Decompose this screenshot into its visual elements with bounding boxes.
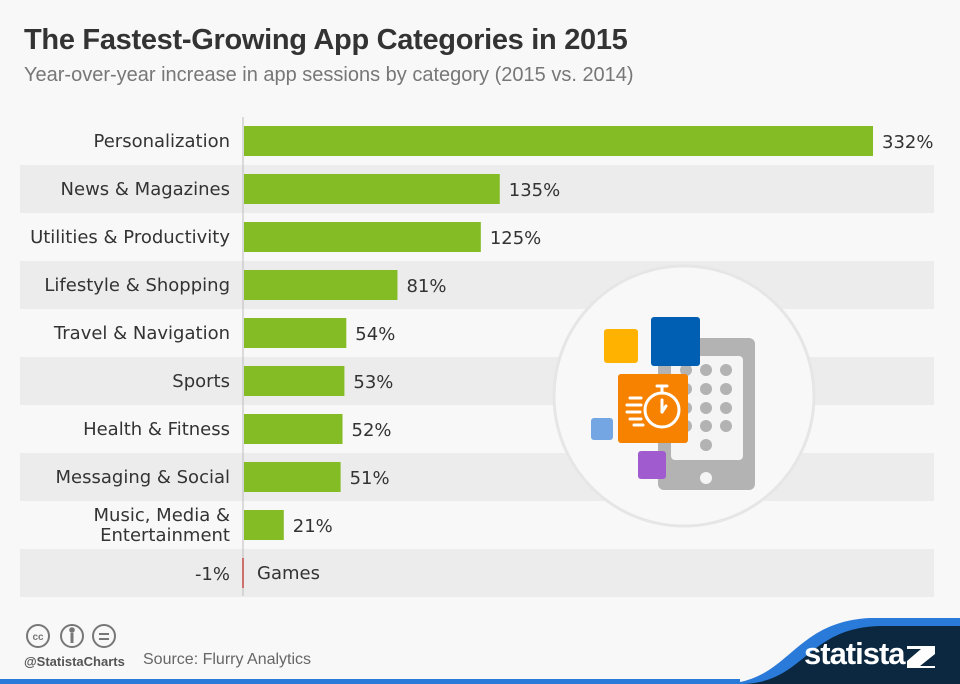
bar	[244, 126, 873, 156]
footer-source: Source: Flurry Analytics	[143, 651, 312, 668]
footer-handle: @StatistaCharts	[24, 654, 125, 669]
category-label-line: Music, Media &	[94, 505, 230, 526]
category-label-line: Entertainment	[100, 525, 230, 546]
category-label-line: Messaging & Social	[56, 467, 231, 488]
bar	[244, 222, 481, 252]
category-label-line: Utilities & Productivity	[30, 227, 230, 248]
value-label: 52%	[352, 420, 392, 441]
category-label: Music, Media & Entertainment	[94, 505, 230, 546]
category-label-line: Lifestyle & Shopping	[44, 275, 230, 296]
value-label: 332%	[882, 132, 933, 153]
bar	[244, 510, 284, 540]
category-label-line: Personalization	[94, 131, 230, 152]
bar	[244, 318, 347, 348]
bar	[244, 462, 341, 492]
category-label-line: Sports	[172, 371, 230, 392]
value-label: 51%	[350, 468, 390, 489]
value-label: 135%	[509, 180, 560, 201]
value-label: 54%	[355, 324, 395, 345]
category-label-line: Health & Fitness	[83, 419, 230, 440]
category-label: Lifestyle & Shopping	[44, 275, 230, 296]
category-label: Utilities & Productivity	[30, 227, 230, 248]
row-stripe	[20, 549, 934, 597]
chart-subtitle: Year-over-year increase in app sessions …	[24, 64, 634, 86]
category-label: Personalization	[94, 131, 230, 152]
row-stripe	[20, 261, 934, 309]
nd-icon	[92, 624, 116, 648]
statista-logo-icon	[907, 646, 935, 668]
category-label: Sports	[172, 371, 230, 392]
bar	[244, 366, 345, 396]
app-illustration-icon	[552, 264, 816, 528]
category-label-line: Travel & Navigation	[53, 323, 230, 344]
by-icon	[60, 624, 84, 648]
category-label: Travel & Navigation	[53, 323, 230, 344]
value-label: 21%	[293, 516, 333, 537]
category-label: News & Magazines	[61, 179, 230, 200]
category-label: Health & Fitness	[83, 419, 230, 440]
bar	[244, 270, 398, 300]
value-label: 53%	[353, 372, 393, 393]
statista-logo[interactable]: statista	[804, 636, 906, 671]
cc-icon: cc	[26, 624, 50, 648]
svg-text:cc: cc	[32, 632, 44, 643]
bar	[244, 414, 343, 444]
value-label: -1%	[195, 564, 230, 585]
value-label: 81%	[406, 276, 446, 297]
category-label: Messaging & Social	[56, 467, 231, 488]
category-label: Games	[257, 563, 320, 584]
category-label-line: Games	[257, 563, 320, 584]
value-label: 125%	[490, 228, 541, 249]
chart-title: The Fastest-Growing App Categories in 20…	[24, 24, 628, 56]
bar	[244, 174, 500, 204]
category-label-line: News & Magazines	[61, 179, 230, 200]
